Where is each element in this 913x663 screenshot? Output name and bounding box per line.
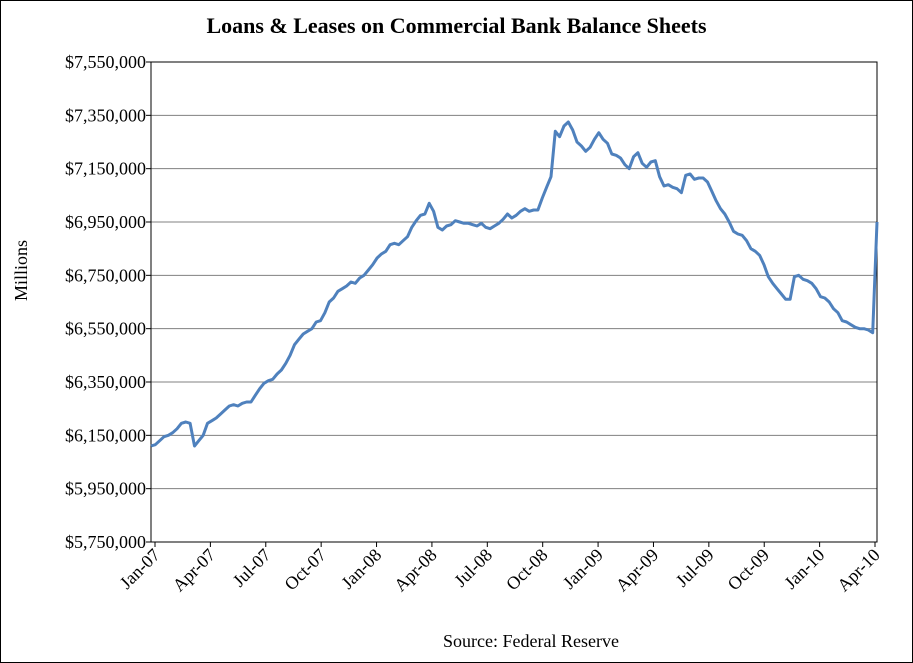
x-tick-label: Oct-07 <box>280 545 329 594</box>
y-tick-label: $6,150,000 <box>65 425 146 445</box>
gridlines <box>151 61 877 543</box>
x-axis-ticks: Jan-07 Apr-07 Jul-07 Oct-07 Jan-08 Apr-08 Jul-… <box>116 542 884 595</box>
x-tick-label: Apr-09 <box>612 545 663 596</box>
y-tick-label: $6,550,000 <box>65 319 146 339</box>
x-tick-label: Jan-10 <box>780 545 828 593</box>
x-tick-label: Jan-08 <box>337 545 385 593</box>
x-tick-label: Apr-07 <box>169 545 220 596</box>
x-tick-label: Jul-08 <box>450 545 496 591</box>
y-tick-label: $7,550,000 <box>65 52 146 72</box>
x-tick-label: Oct-08 <box>502 545 551 594</box>
y-tick-label: $5,750,000 <box>65 532 146 552</box>
x-tick-label: Jan-09 <box>559 545 607 593</box>
series-line <box>150 120 879 448</box>
y-tick-label: $5,950,000 <box>65 479 146 499</box>
y-tick-label: $6,750,000 <box>65 265 146 285</box>
chart-title: Loans & Leases on Commercial Bank Balanc… <box>206 13 707 38</box>
y-axis-ticks: $5,750,000 $5,950,000 $6,150,000 $6,350,000… <box>65 52 151 552</box>
x-tick-label: Apr-08 <box>390 545 441 596</box>
chart-source: Source: Federal Reserve <box>443 631 619 651</box>
x-tick-label: Apr-10 <box>833 545 884 596</box>
y-tick-label: $6,350,000 <box>65 372 146 392</box>
y-tick-label: $7,350,000 <box>65 105 146 125</box>
plot-area-border <box>150 61 878 543</box>
x-tick-label: Jul-09 <box>672 545 718 591</box>
x-tick-label: Oct-09 <box>724 545 773 594</box>
y-tick-label: $6,950,000 <box>65 212 146 232</box>
x-tick-label: Jul-07 <box>229 545 275 591</box>
y-tick-label: $7,150,000 <box>65 159 146 179</box>
